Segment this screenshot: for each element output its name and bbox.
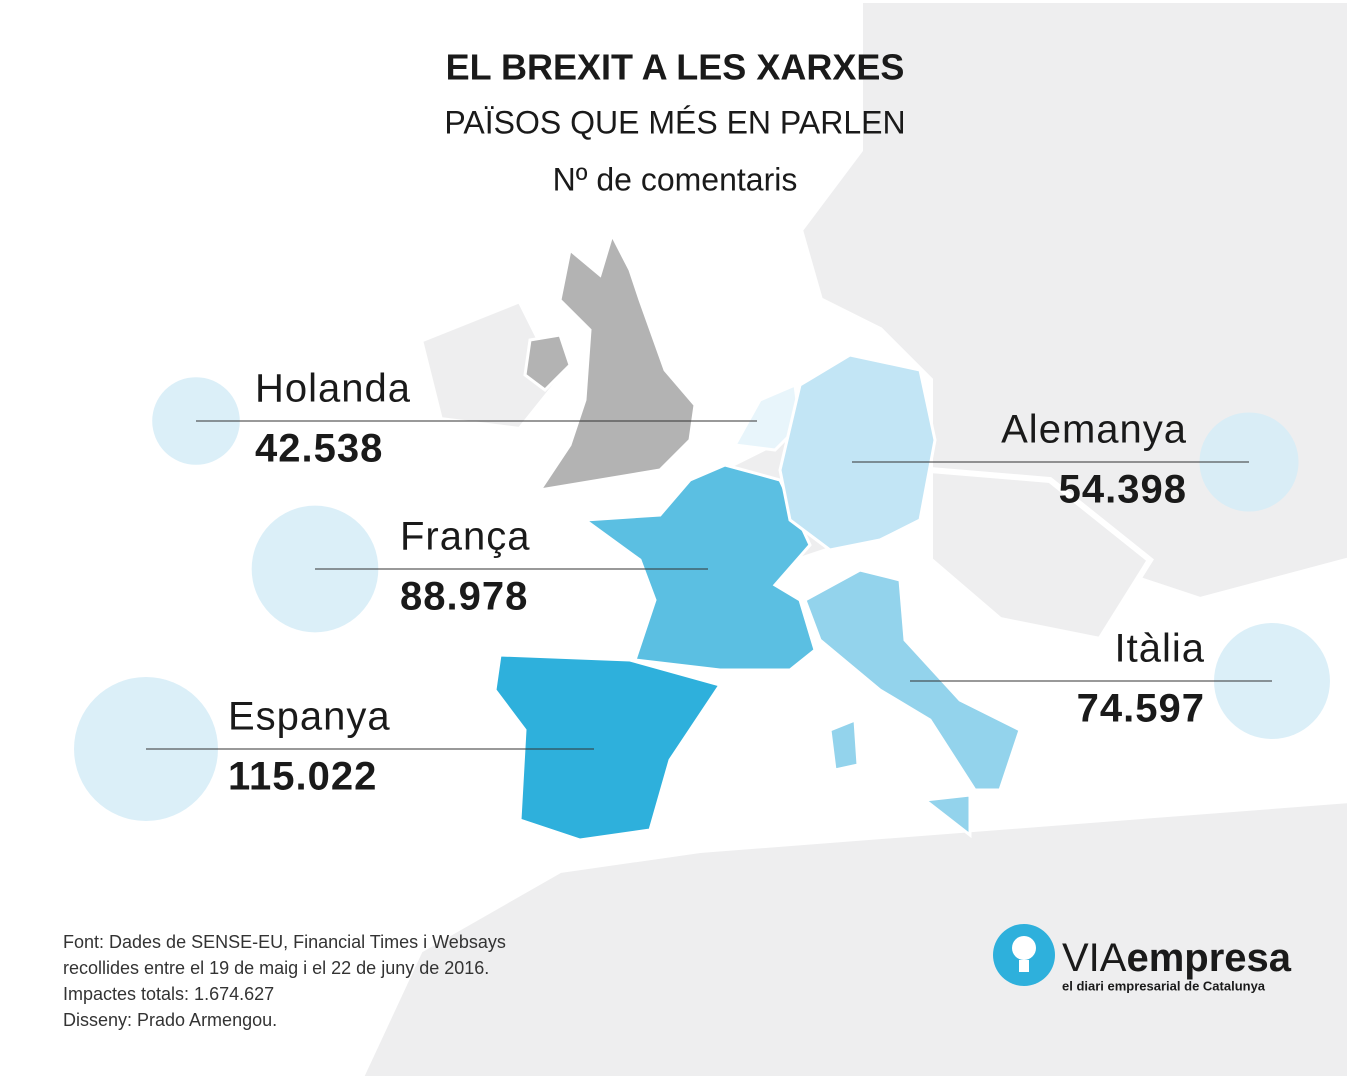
country-name: Holanda bbox=[255, 367, 411, 411]
italy-shape bbox=[803, 568, 1022, 792]
value-label: Nº de comentaris bbox=[553, 161, 798, 197]
map-background bbox=[356, 0, 1350, 1079]
country-value: 54.398 bbox=[1059, 468, 1187, 512]
logo-bulb bbox=[1012, 936, 1036, 960]
germany-shape bbox=[778, 353, 937, 552]
note: recollides entre el 19 de maig i el 22 d… bbox=[63, 958, 489, 978]
country-value: 88.978 bbox=[400, 575, 528, 619]
logo-tagline: el diari empresarial de Catalunya bbox=[1062, 978, 1266, 993]
logo-bulb-base bbox=[1019, 960, 1029, 972]
note: Disseny: Prado Armengou. bbox=[63, 1010, 277, 1030]
spain-shape bbox=[493, 653, 723, 842]
country-value: 74.597 bbox=[1077, 687, 1205, 731]
logo: VIAempresa el diari empresarial de Catal… bbox=[993, 924, 1292, 993]
country-name: Alemanya bbox=[1001, 408, 1187, 452]
country-value: 42.538 bbox=[255, 427, 383, 471]
sardinia-shape bbox=[828, 717, 860, 772]
country-name: França bbox=[400, 515, 531, 559]
logo-prefix: VIAempresa bbox=[1062, 936, 1292, 980]
logo-prefix-text: VIA bbox=[1062, 936, 1127, 980]
notes: Font: Dades de SENSE-EU, Financial Times… bbox=[63, 932, 506, 1030]
note: Font: Dades de SENSE-EU, Financial Times… bbox=[63, 932, 506, 952]
ireland-shape bbox=[523, 333, 572, 392]
title: EL BREXIT A LES XARXES bbox=[446, 47, 905, 88]
map-countries bbox=[493, 231, 1022, 842]
country-value: 115.022 bbox=[228, 755, 377, 799]
country-name: Espanya bbox=[228, 695, 391, 739]
sicily-shape bbox=[921, 793, 972, 839]
logo-name: empresa bbox=[1126, 936, 1291, 980]
subtitle: PAÏSOS QUE MÉS EN PARLEN bbox=[444, 104, 905, 140]
note: Impactes totals: 1.674.627 bbox=[63, 984, 274, 1004]
bubbles: Holanda 42.538 França 88.978 Espanya 115.022 A… bbox=[74, 367, 1330, 821]
country-name: Itàlia bbox=[1115, 627, 1206, 671]
uk-shape bbox=[536, 231, 697, 493]
france-shape bbox=[580, 463, 817, 672]
